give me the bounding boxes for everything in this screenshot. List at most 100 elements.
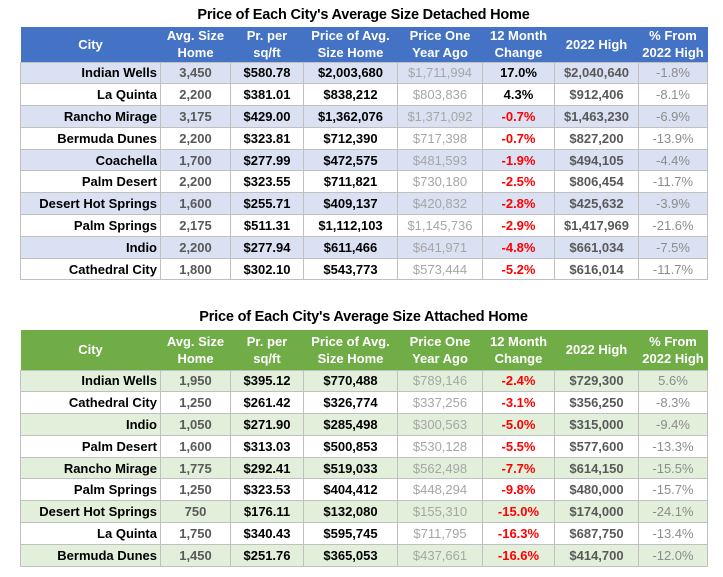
cell-pct-from-high: -7.5% [638,235,708,259]
cell-price-year-ago: $1,371,092 [397,105,483,128]
cell-avg-price: $1,362,076 [303,105,398,128]
column-header-change-12-month: 12 Month Change [483,27,555,62]
header-line: Change [494,350,543,366]
table-row: Indian Wells 1,950 $395.12 $770,488 $789,146… [20,369,708,393]
table-row: Coachella 1,700 $277.99 $472,575 $481,593 -1.… [20,148,708,172]
header-line: 12 Month [489,28,548,44]
cell-change-12-month: -9.8% [482,478,555,502]
cell-city: Indio [20,413,161,436]
cell-price-year-ago: $1,711,994 [397,61,483,85]
cell-price-year-ago: $789,146 [397,369,483,393]
cell-price-per-sqft: $251.76 [230,543,304,567]
cell-price-year-ago: $420,832 [397,192,483,216]
cell-price-per-sqft: $323.81 [230,126,304,150]
cell-change-12-month: -2.9% [482,214,555,237]
cell-change-12-month: -3.1% [482,391,555,415]
cell-change-12-month: -16.3% [482,522,555,545]
cell-pct-from-high: -9.4% [638,413,708,436]
cell-price-year-ago: $530,128 [397,434,483,458]
table-row: Bermuda Dunes 1,450 $251.76 $365,053 $437,66… [20,543,708,567]
cell-avg-size: 1,450 [160,543,231,567]
column-header-price-per-sqft: Pr. per sq/ft [231,330,304,370]
column-header-city: City [21,330,161,370]
cell-change-12-month: -0.7% [482,126,555,150]
cell-high-2022: $616,014 [554,257,639,281]
cell-city: Palm Springs [20,214,161,237]
cell-price-year-ago: $448,294 [397,478,483,502]
cell-price-per-sqft: $176.11 [230,500,304,524]
cell-price-year-ago: $730,180 [397,170,483,194]
cell-city: La Quinta [20,522,161,545]
table-row: Indian Wells 3,450 $580.78 $2,003,680 $1,711… [20,61,708,85]
header-line: Pr. per [246,28,288,44]
header-line: Pr. per [246,333,288,349]
header-line: sq/ft [253,350,281,366]
cell-change-12-month: -16.6% [482,543,555,567]
cell-city: La Quinta [20,83,161,107]
table-row: Bermuda Dunes 2,200 $323.81 $712,390 $717,39… [20,126,708,150]
cell-avg-size: 1,700 [160,148,231,172]
cell-pct-from-high: -13.4% [638,522,708,545]
cell-price-year-ago: $717,398 [397,126,483,150]
header-line: 12 Month [489,333,548,349]
cell-avg-size: 2,200 [160,235,231,259]
cell-price-per-sqft: $323.55 [230,170,304,194]
cell-price-year-ago: $573,444 [397,257,483,281]
cell-price-per-sqft: $277.99 [230,148,304,172]
cell-change-12-month: -5.5% [482,434,555,458]
cell-change-12-month: -7.7% [482,456,555,480]
column-header-pct-from-high: % From 2022 High [639,27,708,62]
column-header-avg-price: Price of Avg. Size Home [304,330,398,370]
header-line: 2022 High [642,45,704,61]
header-line: Home [177,350,214,366]
cell-change-12-month: -2.8% [482,192,555,216]
cell-pct-from-high: -13.3% [638,434,708,458]
cell-price-year-ago: $1,145,736 [397,214,483,237]
table-row: Rancho Mirage 1,775 $292.41 $519,033 $562,49… [20,456,708,480]
column-header-high-2022: 2022 High [555,330,639,370]
header-line: Year Ago [412,45,468,61]
cell-avg-price: $543,773 [303,257,398,281]
column-header-price-year-ago: Price One Year Ago [398,330,483,370]
cell-city: Indian Wells [20,369,161,393]
header-row: City Avg. Size Home Pr. per sq/ft Price of Av… [20,27,708,62]
cell-price-per-sqft: $429.00 [230,105,304,128]
cell-pct-from-high: 5.6% [638,369,708,393]
header-line: 2022 High [565,342,628,358]
cell-price-per-sqft: $323.53 [230,478,304,502]
cell-avg-size: 2,200 [160,126,231,150]
cell-change-12-month: -2.5% [482,170,555,194]
cell-change-12-month: -0.7% [482,105,555,128]
header-line: Price One [409,28,471,44]
cell-change-12-month: -2.4% [482,369,555,393]
cell-change-12-month: -15.0% [482,500,555,524]
cell-avg-size: 1,750 [160,522,231,545]
table-row: Rancho Mirage 3,175 $429.00 $1,362,076 $1,37… [20,105,708,128]
cell-avg-price: $365,053 [303,543,398,567]
cell-high-2022: $912,406 [554,83,639,107]
cell-high-2022: $494,105 [554,148,639,172]
header-line: 2022 High [565,36,628,52]
header-line: City [78,36,103,52]
header-line: Home [177,45,214,61]
cell-city: Desert Hot Springs [20,500,161,524]
cell-pct-from-high: -15.7% [638,478,708,502]
table-row: Cathedral City 1,250 $261.42 $326,774 $337,2… [20,391,708,415]
cell-change-12-month: 4.3% [482,83,555,107]
table-row: La Quinta 1,750 $340.43 $595,745 $711,795 -16… [20,522,708,545]
detached-home-table: City Avg. Size Home Pr. per sq/ft Price of Av… [20,27,708,281]
cell-avg-price: $132,080 [303,500,398,524]
cell-high-2022: $480,000 [554,478,639,502]
header-line: City [78,342,103,358]
column-header-change-12-month: 12 Month Change [483,330,555,370]
cell-city: Indian Wells [20,61,161,85]
cell-avg-price: $285,498 [303,413,398,436]
cell-price-year-ago: $300,563 [397,413,483,436]
cell-price-per-sqft: $302.10 [230,257,304,281]
cell-city: Bermuda Dunes [20,543,161,567]
table-row: La Quinta 2,200 $381.01 $838,212 $803,836 4.3… [20,83,708,107]
cell-high-2022: $827,200 [554,126,639,150]
cell-pct-from-high: -13.9% [638,126,708,150]
cell-avg-size: 2,175 [160,214,231,237]
column-header-avg-size: Avg. Size Home [161,27,231,62]
